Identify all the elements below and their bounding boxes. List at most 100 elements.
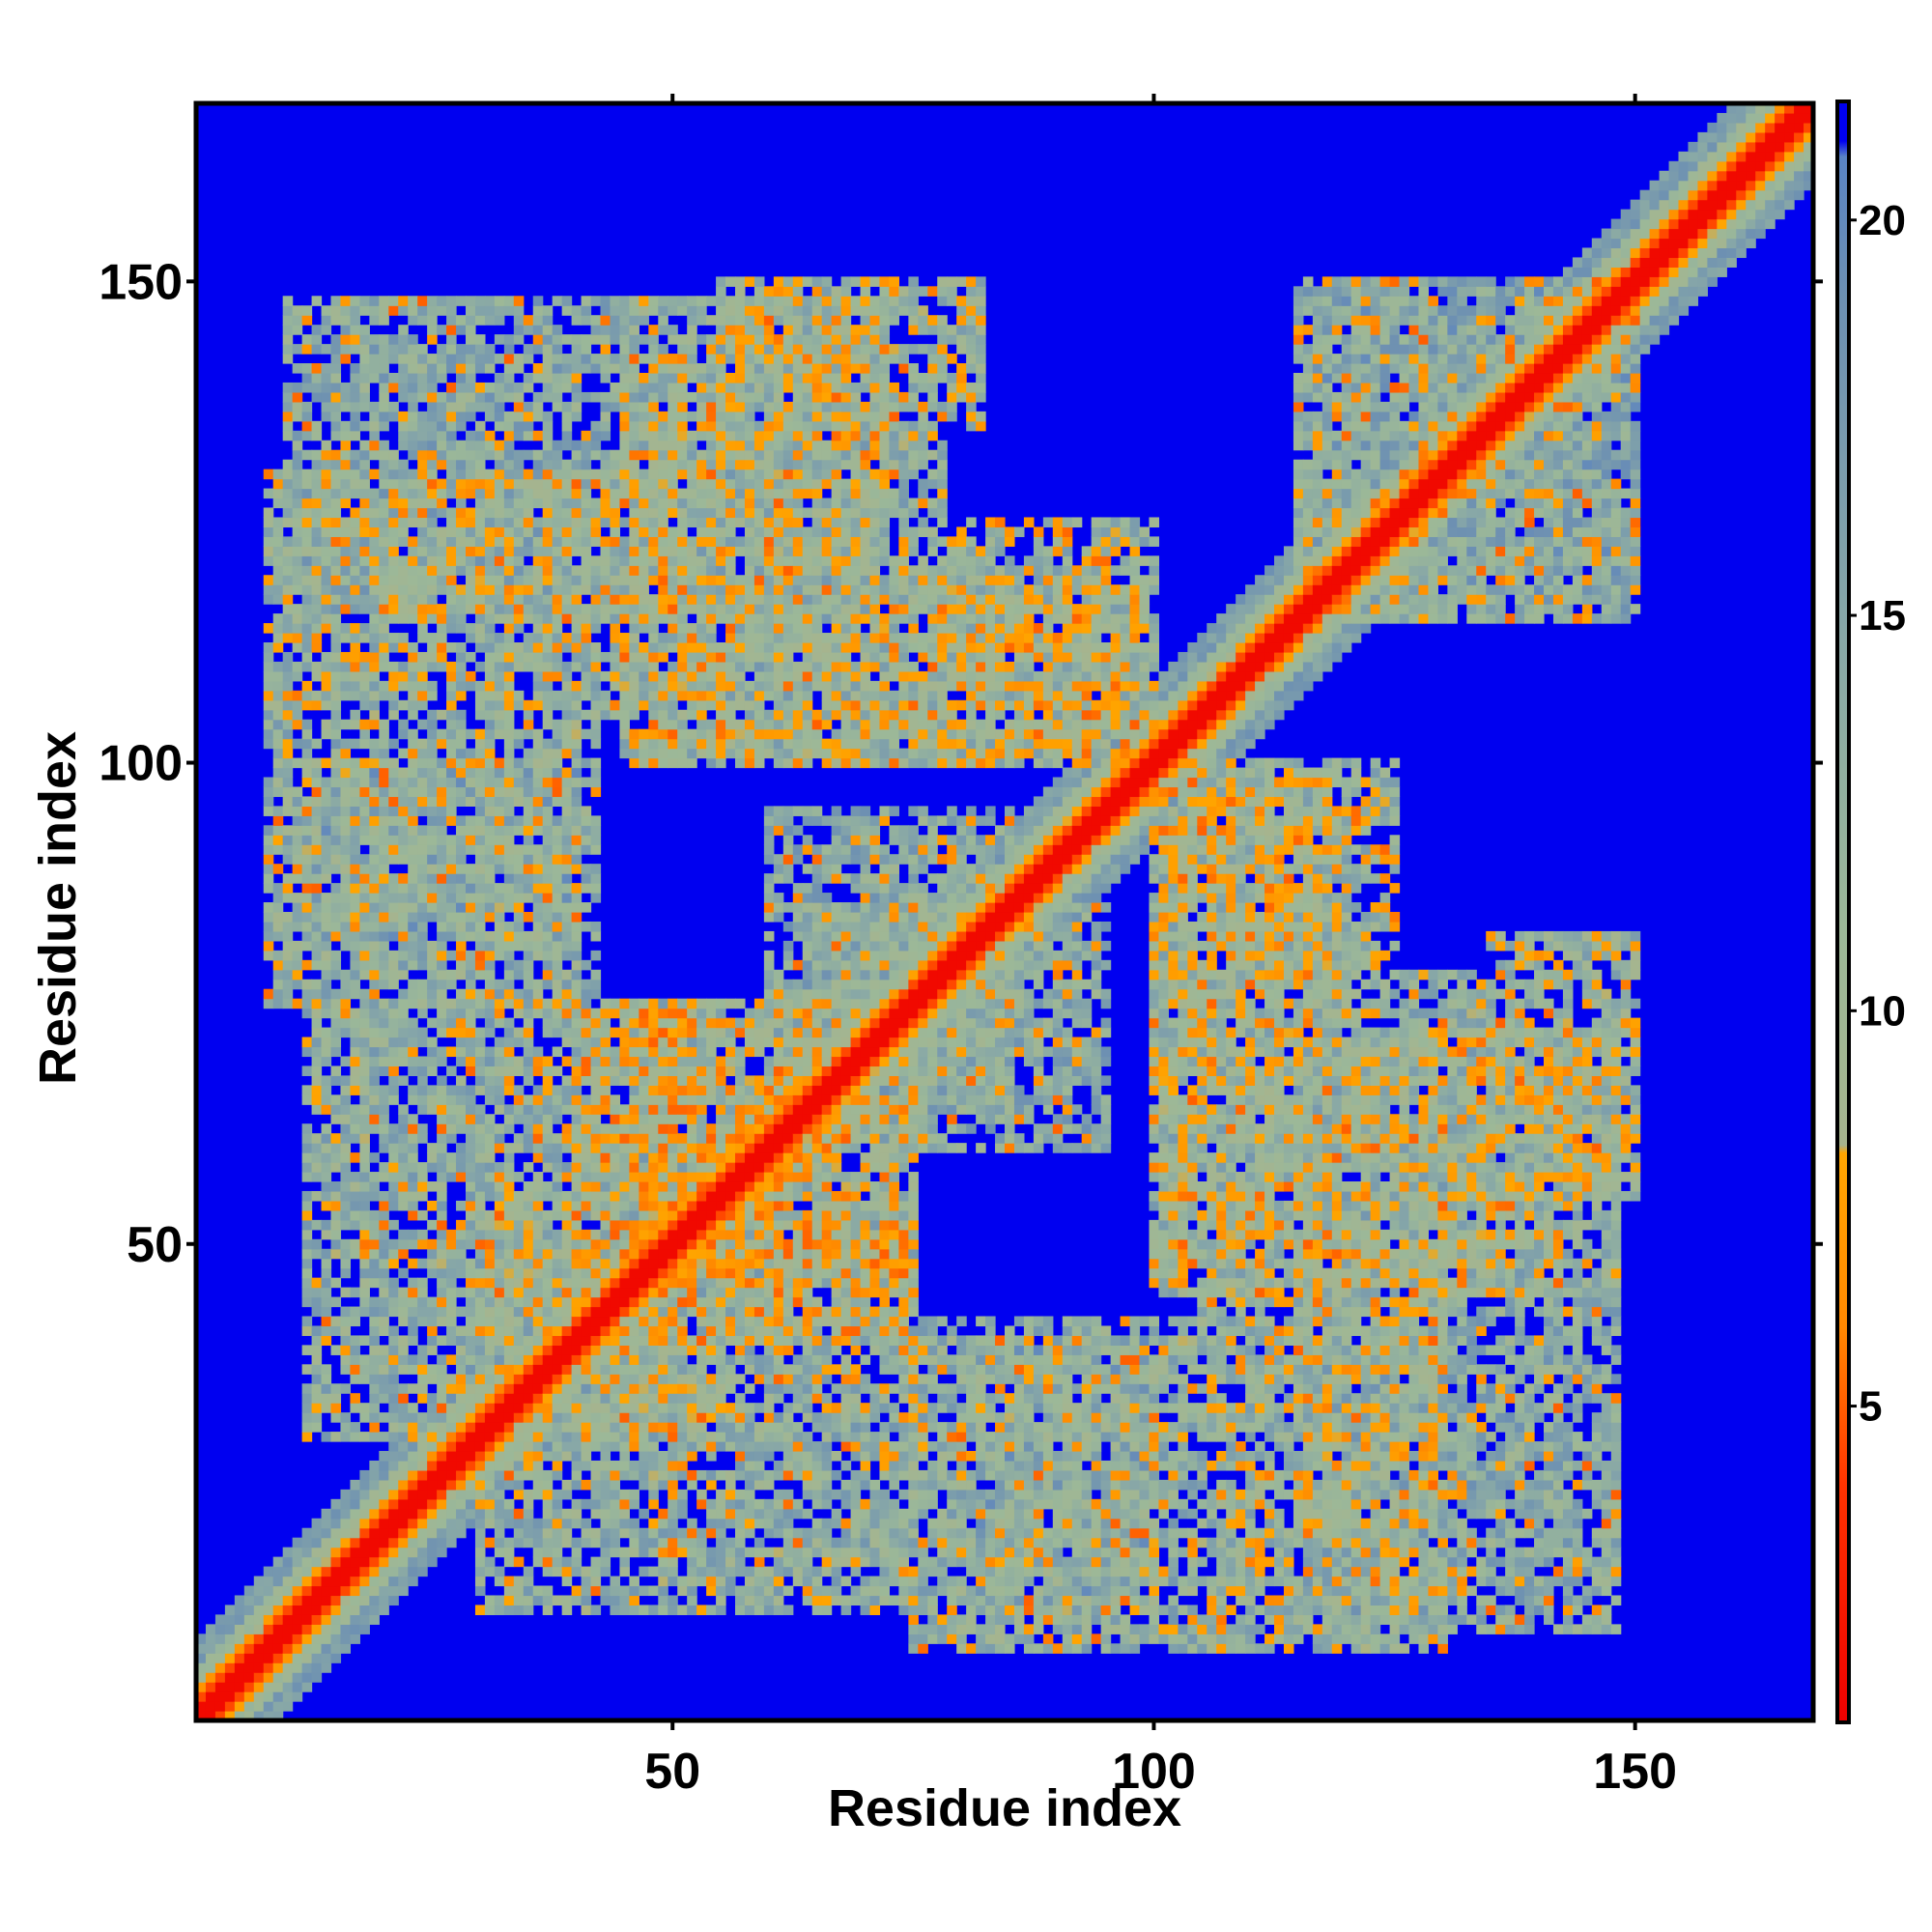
heatmap-cell xyxy=(427,912,438,923)
heatmap-cell xyxy=(456,738,467,750)
heatmap-cell xyxy=(456,940,467,952)
heatmap-cell xyxy=(581,1316,592,1327)
heatmap-cell xyxy=(311,883,323,894)
heatmap-cell xyxy=(359,940,370,952)
heatmap-cell xyxy=(484,844,496,855)
heatmap-cell xyxy=(388,1537,399,1548)
heatmap-cell xyxy=(474,1123,486,1134)
heatmap-cell xyxy=(350,459,360,470)
heatmap-cell xyxy=(388,950,399,961)
heatmap-cell xyxy=(330,1133,342,1144)
heatmap-cell xyxy=(379,305,389,316)
heatmap-cell xyxy=(648,1172,659,1182)
heatmap-cell xyxy=(484,1027,496,1038)
heatmap-cell xyxy=(311,1248,323,1260)
heatmap-cell xyxy=(340,1412,352,1423)
heatmap-cell xyxy=(648,1229,659,1240)
heatmap-cell xyxy=(600,1075,611,1086)
heatmap-cell xyxy=(321,1143,332,1153)
heatmap-cell xyxy=(552,555,563,566)
heatmap-cell xyxy=(677,449,688,461)
heatmap-cell xyxy=(301,1527,313,1539)
heatmap-cell xyxy=(677,430,688,441)
heatmap-cell xyxy=(494,1162,505,1173)
heatmap-cell xyxy=(648,1547,659,1558)
heatmap-cell xyxy=(523,854,534,865)
heatmap-cell xyxy=(321,806,332,816)
heatmap-cell xyxy=(658,1238,668,1250)
heatmap-cell xyxy=(552,1229,563,1240)
heatmap-cell xyxy=(629,575,639,585)
heatmap-cell xyxy=(388,680,399,692)
heatmap-cell xyxy=(379,1383,389,1394)
heatmap-cell xyxy=(619,565,630,576)
heatmap-cell xyxy=(446,613,457,624)
heatmap-cell xyxy=(581,1335,592,1346)
heatmap-cell xyxy=(311,584,323,595)
heatmap-cell xyxy=(292,661,303,672)
heatmap-cell xyxy=(292,1643,303,1654)
heatmap-cell xyxy=(456,1143,467,1153)
heatmap-cell xyxy=(561,1296,573,1308)
heatmap-cell xyxy=(379,651,389,663)
heatmap-cell xyxy=(619,1345,630,1355)
heatmap-cell xyxy=(474,786,486,798)
heatmap-cell xyxy=(446,344,457,355)
heatmap-cell xyxy=(474,449,486,461)
heatmap-cell xyxy=(532,757,544,769)
heatmap-cell xyxy=(301,1653,313,1663)
heatmap-cell xyxy=(629,738,639,750)
heatmap-cell xyxy=(561,497,573,509)
heatmap-cell xyxy=(437,1335,447,1346)
heatmap-cell xyxy=(446,1498,457,1510)
heatmap-cell xyxy=(301,1432,313,1442)
heatmap-cell xyxy=(330,1653,342,1663)
heatmap-cell xyxy=(561,1393,573,1404)
heatmap-cell xyxy=(263,507,274,519)
heatmap-cell xyxy=(417,825,428,836)
heatmap-cell xyxy=(466,1181,476,1192)
heatmap-cell xyxy=(330,1046,342,1058)
heatmap-cell xyxy=(532,1190,544,1202)
heatmap-cell xyxy=(437,786,447,798)
heatmap-cell xyxy=(484,1306,496,1318)
heatmap-cell xyxy=(437,1056,447,1067)
heatmap-cell xyxy=(301,690,313,701)
heatmap-cell xyxy=(359,815,370,826)
heatmap-cell xyxy=(196,1682,207,1692)
heatmap-cell xyxy=(359,1556,370,1568)
heatmap-cell xyxy=(388,536,399,547)
heatmap-cell xyxy=(619,555,630,566)
heatmap-cell xyxy=(292,507,303,519)
heatmap-cell xyxy=(398,1075,409,1086)
heatmap-cell xyxy=(292,1653,303,1663)
heatmap-cell xyxy=(552,1412,563,1423)
heatmap-cell xyxy=(542,912,554,923)
heatmap-cell xyxy=(408,642,418,653)
heatmap-cell xyxy=(523,1181,534,1192)
heatmap-cell xyxy=(590,969,602,980)
heatmap-cell xyxy=(340,777,352,788)
heatmap-cell xyxy=(466,1508,476,1520)
heatmap-cell xyxy=(648,1046,659,1058)
heatmap-cell xyxy=(350,1595,360,1606)
heatmap-cell xyxy=(437,555,447,566)
heatmap-cell xyxy=(581,921,592,932)
heatmap-cell xyxy=(590,1605,602,1615)
heatmap-cell xyxy=(658,1027,668,1038)
heatmap-cell xyxy=(571,815,582,826)
heatmap-cell xyxy=(668,1181,678,1192)
heatmap-cell xyxy=(561,536,573,547)
heatmap-cell xyxy=(330,1065,342,1076)
heatmap-cell xyxy=(437,661,447,672)
heatmap-cell xyxy=(253,1576,265,1587)
heatmap-cell xyxy=(398,1451,409,1462)
heatmap-cell xyxy=(379,334,389,345)
heatmap-cell xyxy=(600,604,611,614)
heatmap-cell xyxy=(639,757,649,769)
heatmap-cell xyxy=(581,651,592,663)
heatmap-cell xyxy=(437,1479,447,1491)
heatmap-cell xyxy=(610,1605,621,1615)
heatmap-cell xyxy=(408,883,418,894)
heatmap-cell xyxy=(619,613,630,624)
